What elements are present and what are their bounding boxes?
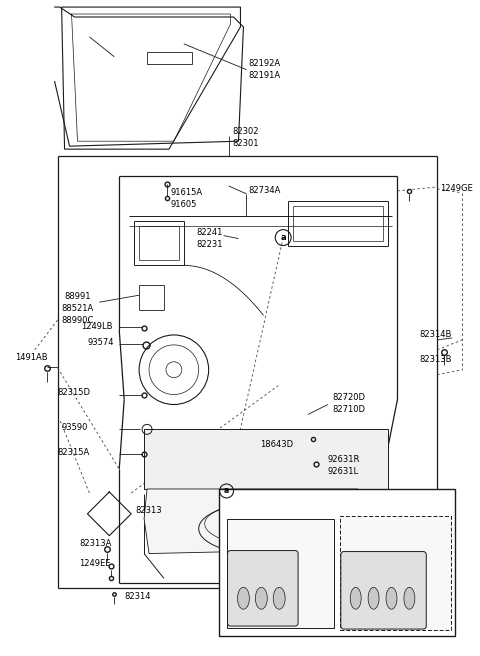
Text: a: a	[280, 233, 286, 242]
Text: 88990C: 88990C	[61, 316, 94, 325]
Ellipse shape	[350, 587, 361, 609]
Text: 18643D: 18643D	[260, 440, 293, 449]
Text: 91605: 91605	[171, 200, 197, 209]
Text: 1491AB: 1491AB	[15, 354, 48, 362]
Text: 92631R: 92631R	[328, 455, 360, 464]
Ellipse shape	[273, 587, 285, 609]
Text: 93574: 93574	[87, 338, 114, 348]
Bar	[340, 516, 451, 630]
Ellipse shape	[255, 587, 267, 609]
Text: 82734A: 82734A	[249, 186, 281, 195]
Text: 82301: 82301	[232, 138, 259, 148]
Polygon shape	[119, 176, 397, 583]
Text: 93571A: 93571A	[348, 539, 380, 548]
Text: 93572A: 93572A	[356, 522, 388, 531]
Text: (DRIVER): (DRIVER)	[348, 497, 386, 505]
Polygon shape	[61, 7, 240, 149]
Text: 82241: 82241	[197, 228, 223, 237]
Text: H93575: H93575	[237, 497, 269, 505]
Polygon shape	[144, 429, 387, 489]
Text: 82314: 82314	[124, 592, 151, 601]
Text: 88991: 88991	[65, 292, 91, 300]
Text: 82314B: 82314B	[420, 331, 452, 339]
Text: 1249LB: 1249LB	[82, 321, 113, 331]
Text: 82191A: 82191A	[249, 71, 280, 80]
Text: a: a	[224, 487, 229, 495]
Text: 92631L: 92631L	[328, 466, 359, 476]
Bar	[227, 519, 334, 628]
Text: 82720D: 82720D	[333, 393, 366, 402]
Polygon shape	[144, 489, 368, 554]
Text: 82313: 82313	[135, 506, 162, 516]
Text: 93590: 93590	[61, 423, 88, 432]
Text: 82315D: 82315D	[58, 388, 91, 397]
Text: 82192A: 82192A	[249, 59, 280, 68]
Text: 82231: 82231	[197, 240, 223, 249]
Ellipse shape	[368, 587, 379, 609]
Bar	[147, 52, 192, 64]
Text: 88521A: 88521A	[61, 304, 94, 313]
Ellipse shape	[404, 587, 415, 609]
Text: 18643D: 18643D	[218, 495, 252, 503]
Text: 1249GE: 1249GE	[440, 184, 473, 194]
Text: 82313B: 82313B	[420, 356, 452, 364]
Text: 91615A: 91615A	[171, 188, 203, 197]
Bar	[218, 489, 455, 636]
Ellipse shape	[386, 587, 397, 609]
Text: 82313A: 82313A	[80, 539, 112, 548]
FancyBboxPatch shape	[228, 550, 298, 626]
Text: 82710D: 82710D	[333, 405, 366, 414]
Ellipse shape	[238, 587, 250, 609]
Text: 93576B: 93576B	[237, 524, 269, 533]
Text: 82302: 82302	[232, 127, 259, 136]
Text: 82315A: 82315A	[58, 447, 90, 457]
FancyBboxPatch shape	[341, 552, 426, 629]
Text: 1249EE: 1249EE	[80, 559, 111, 568]
Text: 93577: 93577	[258, 509, 285, 518]
Text: H93570: H93570	[352, 508, 384, 518]
